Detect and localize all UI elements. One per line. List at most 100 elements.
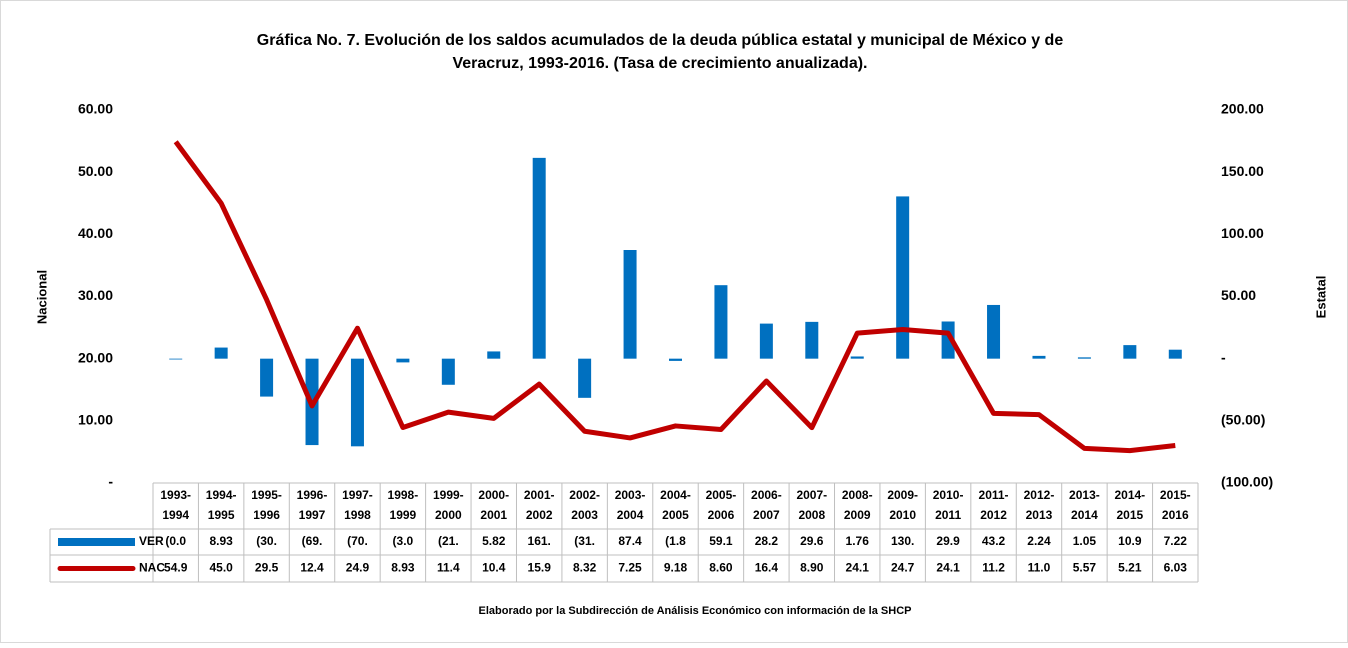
y2-tick-label: -	[1221, 349, 1226, 365]
x-tick-line: 1994-	[206, 488, 237, 502]
x-tick-line: 2000-	[478, 488, 509, 502]
x-tick-label: 2015- 2016	[1160, 488, 1191, 522]
bar	[1077, 357, 1091, 359]
data-cell: 7.22	[1164, 534, 1188, 548]
y2-axis-title: Estatal	[1313, 276, 1328, 319]
x-tick-line: 2002	[526, 508, 553, 522]
x-tick-label: 2004- 2005	[660, 488, 691, 522]
x-tick-line: 2000	[435, 508, 462, 522]
y2-tick-label: 50.00	[1221, 287, 1256, 303]
x-tick-label: 2008- 2009	[842, 488, 873, 522]
data-cell: 11.2	[982, 561, 1005, 575]
x-tick-line: 2010-	[933, 488, 964, 502]
x-tick-label: 1996- 1997	[297, 488, 328, 522]
x-tick-line: 2013	[1026, 508, 1053, 522]
x-tick-line: 1999	[390, 508, 417, 522]
x-tick-line: 2005	[662, 508, 689, 522]
data-cell: 6.03	[1164, 561, 1188, 575]
data-cell: (69.	[302, 534, 323, 548]
x-tick-line: 2002-	[569, 488, 600, 502]
bar	[260, 358, 274, 397]
x-tick-line: 2015	[1116, 508, 1143, 522]
y-tick-label: 60.00	[78, 101, 113, 117]
data-cell: 10.4	[482, 561, 506, 575]
bar	[532, 157, 546, 359]
x-tick-line: 2012	[980, 508, 1007, 522]
y2-tick-label: 200.00	[1221, 101, 1264, 117]
data-cell: 11.4	[437, 561, 460, 575]
data-cell: 43.2	[982, 534, 1006, 548]
data-cell: 8.93	[209, 534, 233, 548]
data-cell: 29.6	[800, 534, 824, 548]
x-tick-line: 2014-	[1114, 488, 1145, 502]
x-tick-label: 1993- 1994	[160, 488, 191, 522]
x-tick-line: 1998-	[388, 488, 419, 502]
x-tick-label: 1994- 1995	[206, 488, 237, 522]
data-cell: 8.90	[800, 561, 824, 575]
x-tick-label: 2007- 2008	[796, 488, 827, 522]
data-cell: 59.1	[709, 534, 733, 548]
data-cell: 11.0	[1028, 561, 1051, 575]
x-tick-line: 2012-	[1024, 488, 1055, 502]
x-tick-label: 2013- 2014	[1069, 488, 1100, 522]
data-cell: 24.1	[846, 561, 870, 575]
x-tick-line: 2006-	[751, 488, 782, 502]
data-cell: 130.	[891, 534, 914, 548]
x-tick-label: 2000- 2001	[478, 488, 509, 522]
data-cell: (70.	[347, 534, 368, 548]
x-tick-line: 2016	[1162, 508, 1189, 522]
legend-swatch	[58, 538, 135, 546]
legend-label: NAC	[139, 561, 165, 575]
x-tick-line: 2003	[571, 508, 598, 522]
data-cell: (21.	[438, 534, 459, 548]
data-cell: 161.	[528, 534, 551, 548]
data-cell: 24.9	[346, 561, 370, 575]
x-tick-line: 2004-	[660, 488, 691, 502]
x-tick-line: 2013-	[1069, 488, 1100, 502]
data-cell: 5.82	[482, 534, 506, 548]
x-tick-line: 2001-	[524, 488, 555, 502]
line	[173, 140, 1176, 454]
x-tick-label: 2010- 2011	[933, 488, 964, 522]
x-tick-label: 1995- 1996	[251, 488, 282, 522]
footer-note: Elaborado por la Subdirección de Análisi…	[479, 605, 912, 617]
data-cell: 1.76	[846, 534, 870, 548]
x-tick-line: 2010	[889, 508, 916, 522]
x-tick-label: 2014- 2015	[1114, 488, 1145, 522]
data-cell: 54.9	[164, 561, 188, 575]
y-tick-label: 10.00	[78, 412, 113, 428]
x-tick-line: 1997	[299, 508, 326, 522]
x-tick-line: 1996-	[297, 488, 328, 502]
data-cell: 16.4	[755, 561, 779, 575]
x-tick-line: 2001	[480, 508, 507, 522]
bar	[441, 358, 455, 385]
data-cell: (0.0	[165, 534, 186, 548]
x-tick-line: 2004	[617, 508, 644, 522]
x-tick-line: 1999-	[433, 488, 464, 502]
bar	[850, 356, 864, 359]
x-tick-line: 2015-	[1160, 488, 1191, 502]
y2-tick-label: 150.00	[1221, 163, 1264, 179]
x-tick-label: 1998- 1999	[388, 488, 419, 522]
data-cell: 87.4	[618, 534, 642, 548]
data-cell: (1.8	[665, 534, 686, 548]
x-tick-line: 2007-	[796, 488, 827, 502]
data-cell: 29.5	[255, 561, 279, 575]
data-cell: (3.0	[393, 534, 414, 548]
chart-title: Veracruz, 1993-2016. (Tasa de crecimient…	[452, 55, 867, 72]
y-tick-label: 30.00	[78, 287, 113, 303]
data-cell: 8.93	[391, 561, 415, 575]
bar	[487, 351, 501, 359]
x-tick-line: 2009-	[887, 488, 918, 502]
bar	[714, 285, 728, 359]
bar	[896, 196, 910, 359]
x-tick-line: 2005-	[706, 488, 737, 502]
bar	[350, 358, 364, 447]
x-tick-label: 2006- 2007	[751, 488, 782, 522]
x-tick-line: 2008	[798, 508, 825, 522]
bar	[987, 304, 1001, 359]
bar	[805, 321, 819, 359]
data-cell: 28.2	[755, 534, 779, 548]
